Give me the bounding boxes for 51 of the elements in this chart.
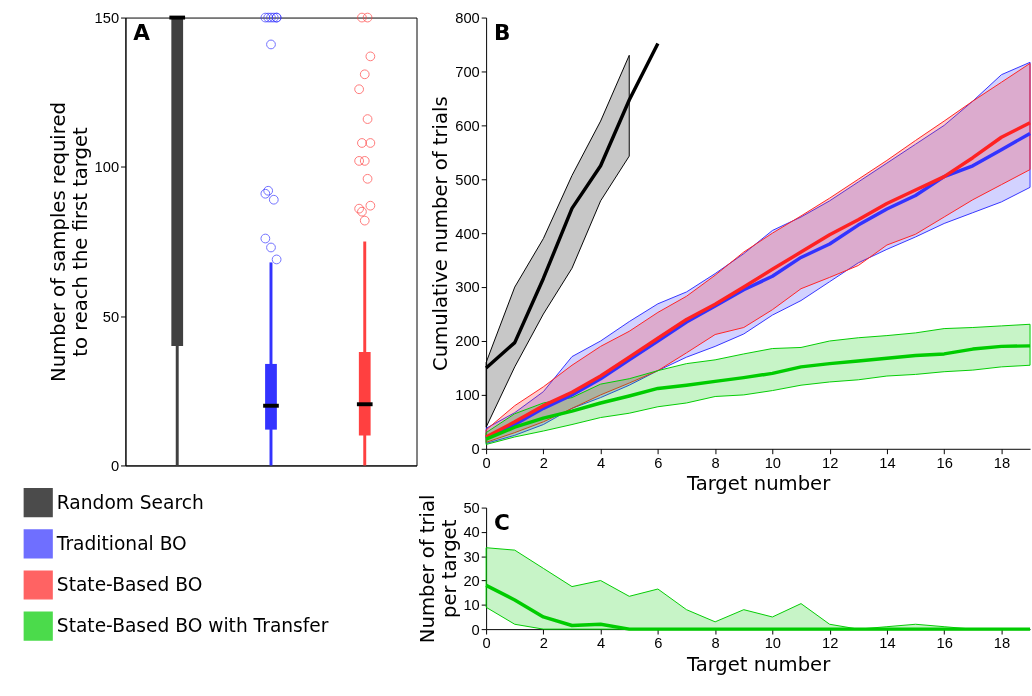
x-tick-label: 8: [711, 635, 720, 652]
legend-label: Traditional BO: [55, 532, 187, 554]
y-tick-label: 100: [455, 387, 480, 404]
x-tick-label: 4: [597, 454, 606, 471]
y-axis-title: Cumulative number of trials: [429, 96, 453, 372]
x-tick-label: 4: [597, 635, 606, 652]
x-tick-label: 16: [936, 635, 953, 652]
y-tick-label: 300: [455, 279, 480, 296]
x-tick-label: 18: [993, 454, 1011, 471]
legend-label: State-Based BO with Transfer: [56, 615, 329, 637]
legend-label: Random Search: [56, 491, 204, 513]
x-tick-label: 2: [539, 454, 548, 471]
y-tick-label: 0: [471, 441, 480, 458]
x-tick-label: 6: [654, 635, 663, 652]
y-tick-label: 40: [463, 524, 480, 541]
y-tick-label: 0: [471, 621, 480, 638]
y-tick-label: 10: [463, 597, 480, 614]
x-tick-label: 16: [936, 454, 953, 471]
x-tick-label: 10: [764, 454, 782, 471]
x-tick-label: 6: [654, 454, 663, 471]
x-axis-title: Target number: [685, 652, 832, 676]
annotation: A: [133, 20, 151, 46]
y-tick-label: 20: [463, 572, 480, 589]
y-tick-label: 200: [455, 333, 480, 350]
annotation: C: [493, 510, 510, 536]
x-tick-label: 18: [993, 635, 1011, 652]
x-tick-label: 2: [539, 635, 548, 652]
y-axis-title: Number of trial per target: [415, 494, 461, 644]
y-tick-label: 30: [463, 548, 480, 565]
x-tick-label: 14: [879, 454, 896, 471]
y-tick-label: 50: [463, 499, 480, 516]
x-axis-title: Target number: [685, 472, 832, 496]
y-tick-label: 700: [455, 63, 480, 80]
legend-label: State-Based BO: [56, 573, 203, 595]
x-tick-label: 0: [482, 635, 491, 652]
y-tick-label: 400: [455, 225, 480, 242]
x-tick-label: 0: [482, 454, 491, 471]
y-tick-label: 600: [455, 117, 480, 134]
x-tick-label: 12: [821, 635, 839, 652]
x-tick-label: 14: [879, 635, 896, 652]
y-tick-label: 500: [455, 171, 480, 188]
y-tick-label: 150: [94, 9, 120, 26]
x-tick-label: 10: [764, 635, 782, 652]
x-tick-label: 8: [711, 454, 720, 471]
y-axis-title: Number of samples required to reach the first target: [47, 102, 92, 382]
x-tick-label: 12: [821, 454, 839, 471]
y-tick-label: 100: [94, 159, 120, 176]
y-tick-label: 800: [455, 9, 480, 26]
line-series: [484, 344, 1032, 441]
annotation: B: [493, 20, 511, 46]
y-tick-label: 50: [102, 308, 120, 325]
